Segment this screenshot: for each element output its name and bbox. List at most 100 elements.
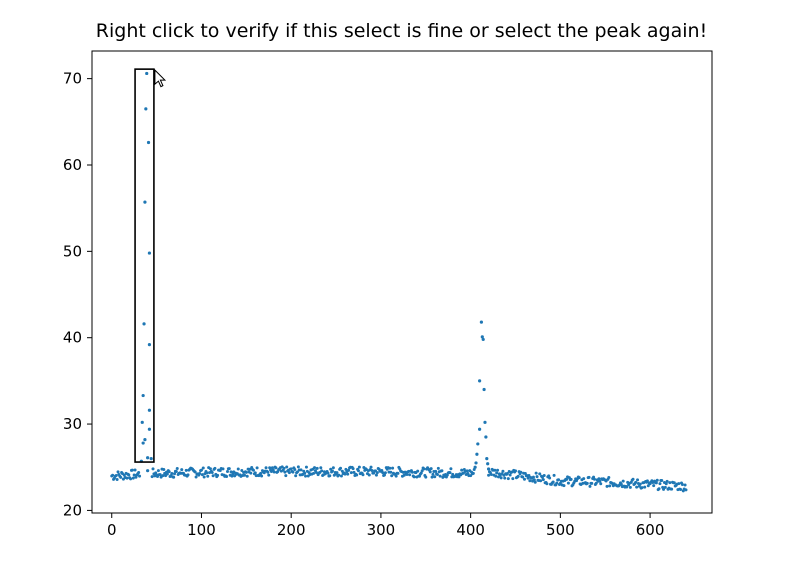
data-point bbox=[526, 476, 530, 480]
data-point bbox=[206, 474, 210, 478]
data-point bbox=[355, 473, 359, 477]
data-point bbox=[511, 477, 515, 481]
data-point bbox=[548, 476, 552, 480]
data-point bbox=[146, 469, 150, 473]
data-point bbox=[173, 472, 177, 476]
data-point bbox=[253, 471, 257, 475]
data-point bbox=[116, 470, 120, 474]
data-point bbox=[147, 427, 152, 431]
data-point bbox=[266, 470, 270, 474]
data-point bbox=[137, 471, 141, 475]
data-point bbox=[527, 473, 531, 477]
data-point bbox=[383, 471, 387, 475]
data-point bbox=[145, 71, 149, 76]
data-point bbox=[367, 473, 371, 477]
data-point bbox=[519, 470, 523, 474]
data-point bbox=[293, 467, 297, 471]
data-point bbox=[597, 477, 601, 481]
data-point bbox=[245, 474, 249, 478]
data-point bbox=[679, 487, 683, 491]
data-point bbox=[486, 462, 490, 466]
data-point bbox=[562, 484, 566, 488]
data-point bbox=[640, 486, 644, 490]
data-point bbox=[313, 466, 317, 470]
data-point bbox=[440, 469, 444, 473]
selection-box[interactable] bbox=[134, 68, 155, 463]
data-point bbox=[344, 467, 348, 471]
data-point bbox=[299, 468, 303, 472]
data-point bbox=[375, 471, 379, 475]
data-point bbox=[208, 467, 212, 471]
data-point bbox=[361, 473, 365, 477]
data-point bbox=[249, 471, 253, 475]
plot-area[interactable] bbox=[91, 50, 713, 514]
data-point bbox=[619, 482, 623, 486]
data-point bbox=[347, 468, 351, 472]
data-point bbox=[514, 469, 518, 473]
data-point bbox=[129, 477, 133, 481]
data-point bbox=[225, 474, 229, 478]
data-point bbox=[585, 481, 589, 485]
data-point bbox=[608, 484, 612, 488]
data-point bbox=[134, 475, 138, 479]
data-point bbox=[114, 474, 118, 478]
data-point bbox=[337, 473, 341, 477]
y-tick-label: 20 bbox=[63, 501, 82, 519]
data-point bbox=[486, 467, 491, 471]
data-point bbox=[607, 475, 611, 479]
data-point bbox=[416, 469, 420, 473]
data-point bbox=[151, 467, 155, 471]
cursor-icon bbox=[154, 68, 167, 88]
data-point bbox=[343, 472, 347, 476]
data-point bbox=[487, 473, 491, 477]
data-point bbox=[236, 467, 240, 471]
data-point bbox=[508, 473, 512, 477]
data-point bbox=[590, 481, 594, 485]
data-point bbox=[483, 420, 487, 424]
data-point bbox=[538, 472, 542, 476]
data-point bbox=[598, 479, 602, 483]
data-point bbox=[424, 475, 428, 479]
data-point bbox=[285, 465, 289, 469]
data-point bbox=[478, 427, 482, 431]
data-point bbox=[147, 408, 152, 412]
data-point bbox=[252, 468, 256, 472]
data-point bbox=[396, 471, 400, 475]
y-tick-label: 70 bbox=[63, 70, 82, 88]
data-point bbox=[130, 468, 134, 472]
data-point bbox=[172, 475, 176, 479]
data-point bbox=[484, 435, 488, 439]
data-point bbox=[677, 482, 681, 486]
data-point bbox=[186, 473, 190, 477]
data-point bbox=[146, 140, 151, 145]
data-point bbox=[506, 477, 510, 481]
data-point bbox=[335, 471, 339, 475]
data-point bbox=[634, 480, 638, 484]
data-point bbox=[161, 474, 165, 478]
data-point bbox=[339, 466, 343, 470]
data-point bbox=[645, 479, 649, 483]
data-point bbox=[457, 475, 461, 479]
data-point bbox=[662, 487, 666, 491]
data-point bbox=[210, 470, 214, 474]
data-point bbox=[680, 482, 684, 486]
x-tick-label: 0 bbox=[107, 521, 117, 539]
data-point bbox=[125, 476, 129, 480]
data-point bbox=[142, 322, 146, 326]
data-point bbox=[143, 200, 147, 204]
data-point bbox=[621, 479, 625, 483]
data-point bbox=[481, 337, 485, 342]
data-point bbox=[127, 473, 131, 477]
data-point bbox=[665, 479, 669, 483]
x-tick-label: 400 bbox=[456, 521, 485, 539]
data-point bbox=[389, 470, 393, 474]
data-point bbox=[225, 470, 229, 474]
data-point bbox=[326, 471, 330, 475]
data-point bbox=[291, 470, 295, 474]
data-point bbox=[419, 471, 423, 475]
data-point bbox=[229, 470, 233, 474]
data-point bbox=[557, 478, 561, 482]
data-point bbox=[664, 482, 668, 486]
data-point bbox=[312, 471, 316, 475]
